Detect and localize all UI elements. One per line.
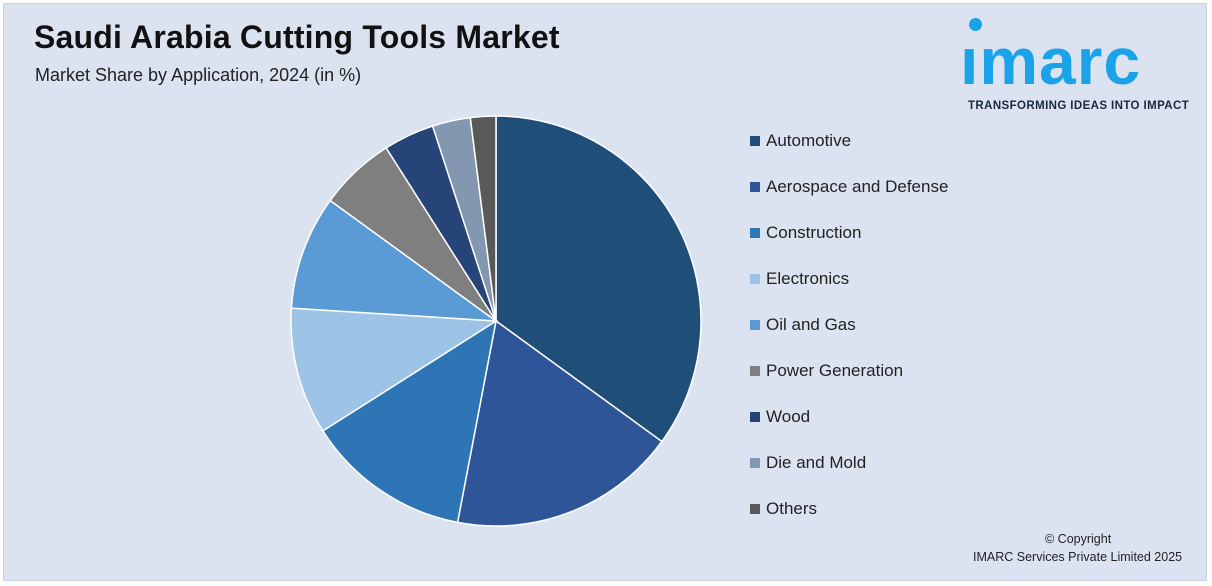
chart-title: Saudi Arabia Cutting Tools Market	[34, 19, 560, 55]
pie-chart	[290, 115, 702, 527]
legend-label: Power Generation	[766, 361, 904, 380]
legend-label: Die and Mold	[766, 453, 867, 472]
pie-slice-construction	[321, 319, 498, 524]
legend-swatch	[750, 274, 760, 284]
company-text: IMARC Services Private Limited 2025	[973, 550, 1183, 564]
legend-swatch	[750, 504, 760, 514]
pie-slice-electronics	[290, 307, 499, 432]
legend-swatch	[750, 182, 760, 192]
logo-tagline: TRANSFORMING IDEAS INTO IMPACT	[968, 100, 1190, 112]
imarc-logo: ımarc TRANSFORMING IDEAS INTO IMPACT	[960, 18, 1200, 118]
legend-label: Electronics	[766, 269, 850, 288]
chart-panel: Saudi Arabia Cutting Tools Market Market…	[3, 3, 1207, 581]
legend-label: Aerospace and Defense	[766, 177, 949, 196]
legend-item-wood: Wood	[750, 407, 810, 427]
pie-slice-aerospace-and-defense	[456, 319, 663, 527]
legend-label: Others	[766, 499, 818, 518]
legend-item-electronics: Electronics	[750, 269, 849, 289]
legend-swatch	[750, 136, 760, 146]
copyright-text: © Copyright	[1045, 532, 1112, 546]
logo-wordmark: ımarc	[960, 24, 1142, 98]
legend-item-power-generation: Power Generation	[750, 361, 903, 381]
chart-subtitle: Market Share by Application, 2024 (in %)	[35, 65, 362, 85]
legend-swatch	[750, 458, 760, 468]
legend-item-construction: Construction	[750, 223, 861, 243]
legend-swatch	[750, 320, 760, 330]
legend-swatch	[750, 412, 760, 422]
legend-item-die-and-mold: Die and Mold	[750, 453, 866, 473]
legend-swatch	[750, 228, 760, 238]
pie-slice-oil-and-gas	[290, 199, 499, 322]
legend-label: Construction	[766, 223, 862, 242]
legend-label: Automotive	[766, 131, 852, 150]
legend-item-others: Others	[750, 499, 817, 519]
logo-dot-icon	[969, 18, 982, 31]
legend-swatch	[750, 366, 760, 376]
legend-item-aerospace-and-defense: Aerospace and Defense	[750, 177, 948, 197]
pie-slice-others	[469, 115, 497, 322]
pie-slice-automotive	[495, 115, 702, 443]
legend-label: Oil and Gas	[766, 315, 856, 334]
legend-item-automotive: Automotive	[750, 131, 851, 151]
legend-item-oil-and-gas: Oil and Gas	[750, 315, 856, 335]
legend-label: Wood	[766, 407, 811, 426]
